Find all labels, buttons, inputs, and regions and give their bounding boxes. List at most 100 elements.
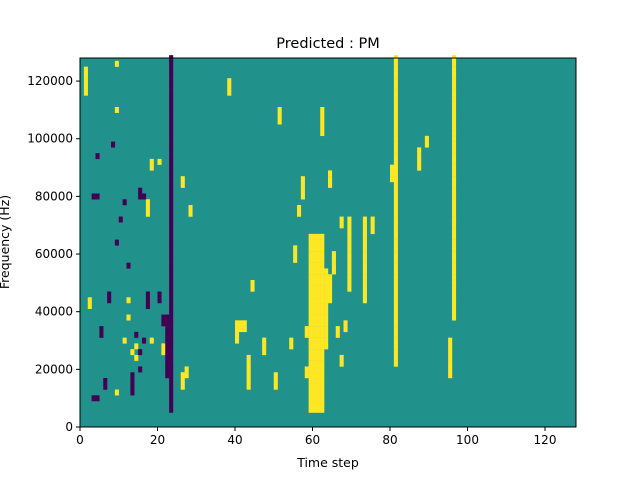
heatmap-cell-negative xyxy=(169,187,174,194)
heatmap-cell-positive xyxy=(304,331,309,338)
heatmap-cell-positive xyxy=(362,239,367,246)
heatmap-cell-positive xyxy=(320,291,325,298)
heatmap-cell-positive xyxy=(452,279,457,286)
heatmap-cell-positive xyxy=(312,239,317,246)
heatmap-cell-positive xyxy=(393,285,398,292)
heatmap-background xyxy=(80,58,576,427)
heatmap-cell-positive xyxy=(242,320,247,327)
heatmap-cell-negative xyxy=(169,153,174,160)
heatmap-cell-positive xyxy=(324,326,329,333)
heatmap-cell-positive xyxy=(320,251,325,258)
heatmap-cell-positive xyxy=(324,331,329,338)
heatmap-cell-positive xyxy=(320,366,325,373)
heatmap-cell-negative xyxy=(169,314,174,321)
heatmap-cell-negative xyxy=(169,366,174,373)
heatmap-cell-positive xyxy=(277,112,282,119)
heatmap-cell-positive xyxy=(320,262,325,269)
heatmap-cell-positive xyxy=(393,89,398,96)
heatmap-cell-positive xyxy=(320,297,325,304)
heatmap-cell-negative xyxy=(114,239,119,246)
heatmap-cell-positive xyxy=(308,401,313,408)
heatmap-cell-positive xyxy=(362,297,367,304)
heatmap-cell-positive xyxy=(320,268,325,275)
heatmap-cell-positive xyxy=(393,210,398,217)
heatmap-cell-positive xyxy=(320,245,325,252)
heatmap-cell-negative xyxy=(169,216,174,223)
heatmap-cell-positive xyxy=(312,349,317,356)
heatmap-cell-positive xyxy=(393,228,398,235)
heatmap-cell-positive xyxy=(308,256,313,263)
heatmap-cell-positive xyxy=(362,274,367,281)
heatmap-cell-positive xyxy=(324,337,329,344)
heatmap-cell-positive xyxy=(331,262,336,269)
heatmap-cell-positive xyxy=(362,256,367,263)
heatmap-cell-negative xyxy=(169,60,174,67)
heatmap-cell-positive xyxy=(312,360,317,367)
heatmap-cell-negative xyxy=(91,395,96,402)
heatmap-cell-negative xyxy=(169,268,174,275)
heatmap-cell-positive xyxy=(246,383,251,390)
heatmap-cell-positive xyxy=(320,279,325,286)
heatmap-cell-positive xyxy=(316,308,321,315)
heatmap-cell-positive xyxy=(452,245,457,252)
heatmap-cell-positive xyxy=(312,406,317,413)
heatmap-cell-negative xyxy=(169,406,174,413)
heatmap-cell-positive xyxy=(293,251,298,258)
heatmap-cell-positive xyxy=(393,349,398,356)
heatmap-cell-positive xyxy=(393,124,398,131)
heatmap-cell-positive xyxy=(312,401,317,408)
heatmap-cell-negative xyxy=(169,372,174,379)
heatmap-cell-positive xyxy=(246,372,251,379)
y-axis-ticks: 0 20000 40000 60000 80000 100000 120000 xyxy=(27,74,80,434)
heatmap-cell-positive xyxy=(320,354,325,361)
heatmap-cell-negative xyxy=(169,326,174,333)
heatmap-cell-negative xyxy=(169,262,174,269)
heatmap-cell-positive xyxy=(273,372,278,379)
heatmap-cell-positive xyxy=(328,170,333,177)
heatmap-cell-positive xyxy=(312,262,317,269)
heatmap-cell-positive xyxy=(83,83,88,90)
heatmap-cell-positive xyxy=(262,349,267,356)
heatmap-cell-positive xyxy=(312,274,317,281)
heatmap-cell-positive xyxy=(246,366,251,373)
heatmap-cell-positive xyxy=(320,326,325,333)
heatmap-cell-positive xyxy=(308,320,313,327)
heatmap-cell-positive xyxy=(316,395,321,402)
heatmap-cell-negative xyxy=(103,383,108,390)
heatmap-cell-negative xyxy=(169,401,174,408)
heatmap-cell-positive xyxy=(312,354,317,361)
heatmap-cell-positive xyxy=(83,72,88,79)
heatmap-cell-positive xyxy=(320,118,325,125)
heatmap-cell-positive xyxy=(308,245,313,252)
heatmap-cell-positive xyxy=(452,314,457,321)
heatmap-cell-positive xyxy=(227,89,232,96)
heatmap-cell-positive xyxy=(308,406,313,413)
heatmap-cell-positive xyxy=(452,193,457,200)
heatmap-cell-positive xyxy=(347,262,352,269)
heatmap-cell-negative xyxy=(169,181,174,188)
heatmap-cell-positive xyxy=(370,222,375,229)
heatmap-cell-positive xyxy=(161,343,166,350)
heatmap-cell-positive xyxy=(308,395,313,402)
heatmap-cell-positive xyxy=(417,158,422,165)
heatmap-cell-positive xyxy=(308,337,313,344)
heatmap-cell-positive xyxy=(452,251,457,258)
heatmap-cell-positive xyxy=(448,366,453,373)
heatmap-cell-positive xyxy=(424,141,429,148)
heatmap-cell-negative xyxy=(169,78,174,85)
heatmap-cell-negative xyxy=(169,89,174,96)
heatmap-cell-positive xyxy=(83,78,88,85)
heatmap-cell-negative xyxy=(161,320,166,327)
heatmap-cell-positive xyxy=(452,153,457,160)
heatmap-cell-positive xyxy=(126,314,131,321)
heatmap-cell-positive xyxy=(390,164,395,171)
heatmap-cell-positive xyxy=(362,262,367,269)
heatmap-cell-positive xyxy=(452,101,457,108)
heatmap-cell-positive xyxy=(393,297,398,304)
heatmap-cell-positive xyxy=(227,83,232,90)
heatmap-cell-positive xyxy=(320,349,325,356)
heatmap-cell-negative xyxy=(169,291,174,298)
heatmap-cell-negative xyxy=(122,199,127,206)
heatmap-cell-negative xyxy=(169,101,174,108)
heatmap-cell-positive xyxy=(347,285,352,292)
